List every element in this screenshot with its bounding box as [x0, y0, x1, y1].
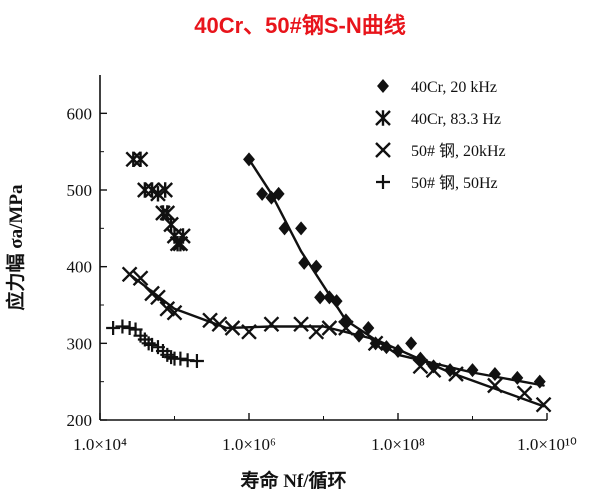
- data-point: [535, 396, 552, 413]
- legend: 40Cr, 20 kHz 40Cr, 83.3 Hz 50# 钢, 20kHz 50#…: [375, 79, 506, 192]
- data-point: [487, 377, 503, 394]
- data-point: [444, 363, 457, 378]
- data-point: [122, 321, 137, 335]
- legend-marker: [376, 175, 390, 189]
- data-point: [466, 363, 479, 378]
- data-point: [293, 316, 309, 333]
- data-point: [150, 185, 166, 202]
- legend-marker: [377, 79, 389, 93]
- data-point: [412, 358, 429, 375]
- data-point: [367, 335, 384, 352]
- data-point: [166, 304, 183, 321]
- x-tick-label: 1.0×10⁴: [73, 435, 127, 454]
- legend-marker: [375, 142, 391, 158]
- data-point: [175, 228, 191, 244]
- legend-label: 40Cr, 83.3 Hz: [411, 111, 501, 128]
- data-point: [338, 320, 354, 336]
- data-point: [511, 370, 524, 385]
- data-point: [330, 294, 343, 309]
- data-point: [211, 316, 228, 333]
- data-point: [115, 319, 130, 334]
- legend-marker: [375, 110, 391, 126]
- legend-label: 40Cr, 20 kHz: [411, 79, 497, 96]
- y-tick-label: 200: [67, 411, 93, 430]
- legend-label: 50# 钢, 50Hz: [411, 174, 498, 192]
- data-point: [310, 259, 323, 274]
- data-point: [173, 351, 188, 366]
- data-point: [121, 266, 138, 283]
- fit-lines: [128, 158, 545, 408]
- y-tick-label: 600: [67, 104, 93, 123]
- data-point: [516, 385, 533, 402]
- data-point: [243, 152, 255, 167]
- y-axis-title: 应力幅 σa/MPa: [4, 184, 27, 310]
- data-point: [263, 316, 280, 333]
- data-point: [448, 366, 464, 382]
- data-point: [159, 300, 176, 317]
- data-point: [189, 353, 204, 368]
- data-point: [202, 312, 218, 329]
- data-point: [137, 182, 153, 198]
- data-point: [241, 323, 257, 340]
- y-tick-label: 300: [67, 334, 93, 353]
- data-point: [163, 216, 179, 233]
- data-point: [132, 151, 149, 168]
- data-point: [157, 182, 174, 198]
- legend-label: 50# 钢, 20kHz: [411, 142, 506, 160]
- data-point: [164, 350, 179, 365]
- data-point: [405, 336, 418, 351]
- data-point: [353, 328, 365, 343]
- data-point: [256, 186, 269, 201]
- data-points: [106, 151, 552, 413]
- x-axis-title: 寿命 Nf/循环: [240, 469, 346, 489]
- data-point: [145, 337, 160, 352]
- data-point: [321, 320, 338, 336]
- data-point: [125, 151, 142, 168]
- data-point: [308, 323, 325, 340]
- data-point: [295, 221, 308, 236]
- data-point: [224, 320, 241, 336]
- data-point: [362, 321, 375, 335]
- data-point: [314, 290, 327, 305]
- fit-line: [128, 273, 545, 408]
- y-tick-label: 400: [67, 258, 93, 277]
- data-point: [106, 321, 121, 335]
- y-tick-label: 500: [67, 181, 93, 200]
- data-point: [533, 374, 546, 389]
- data-point: [278, 221, 291, 236]
- data-point: [427, 359, 440, 374]
- data-point: [141, 336, 156, 351]
- data-point: [425, 362, 442, 379]
- data-point: [272, 186, 285, 201]
- x-tick-label: 1.0×10⁸: [371, 435, 425, 454]
- x-tick-label: 1.0×10¹⁰: [517, 435, 577, 454]
- data-point: [488, 367, 501, 381]
- axes: 200 300 400 500 600 1.0×10⁴ 1.0×10⁶ 1.0×10⁸ 1.0×…: [4, 75, 577, 489]
- data-point: [380, 340, 393, 355]
- data-point: [392, 344, 404, 358]
- data-point: [132, 270, 149, 287]
- chart-title: 40Cr、50#钢S-N曲线: [194, 13, 406, 38]
- data-point: [150, 289, 166, 306]
- data-point: [298, 255, 311, 270]
- x-tick-label: 1.0×10⁶: [222, 435, 276, 454]
